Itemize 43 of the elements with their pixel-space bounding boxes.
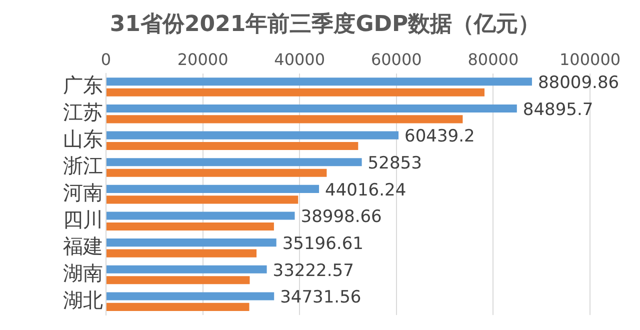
bar [106,115,463,124]
data-label: 35196.61 [282,234,364,254]
bar [106,292,274,300]
data-label: 52853 [368,154,422,174]
data-label: 33222.57 [272,260,354,281]
y-tick-label: 湖南 [63,260,103,285]
bar [106,222,274,231]
bar [106,78,532,86]
chart-title: 31省份2021年前三季度GDP数据（亿元） [110,10,540,37]
bar [106,104,517,112]
bar [106,238,276,247]
y-tick-label: 河南 [63,180,103,205]
bar [106,302,250,311]
y-tick-label: 江苏 [63,100,103,124]
y-tick-label: 四川 [63,207,103,232]
bar [106,168,327,177]
bar [106,142,358,150]
x-tick-label: 0 [100,50,112,70]
x-tick-label: 100000 [559,50,621,70]
bar [106,131,399,140]
bar [106,212,295,220]
data-label: 44016.24 [325,180,406,200]
y-tick-label: 浙江 [63,154,103,178]
y-tick-label: 福建 [63,234,103,258]
bar [106,276,250,284]
y-tick-label: 湖北 [63,288,103,312]
bar [106,249,257,258]
data-label: 60439.2 [404,126,475,147]
x-tick-label: 40000 [274,50,326,70]
x-tick-label: 80000 [468,50,519,70]
y-tick-label: 山东 [63,126,103,151]
data-label: 34731.56 [280,288,362,308]
data-label: 38998.66 [300,207,382,228]
data-label: 84895.7 [522,100,594,120]
bar [106,88,484,96]
bar [106,158,362,166]
bar [106,265,267,274]
x-tick-label: 20000 [177,50,228,70]
bar [106,184,320,193]
data-label: 88009.86 [538,73,620,94]
x-tick-label: 60000 [370,50,422,70]
bar [106,196,298,204]
y-tick-label: 广东 [63,73,103,98]
